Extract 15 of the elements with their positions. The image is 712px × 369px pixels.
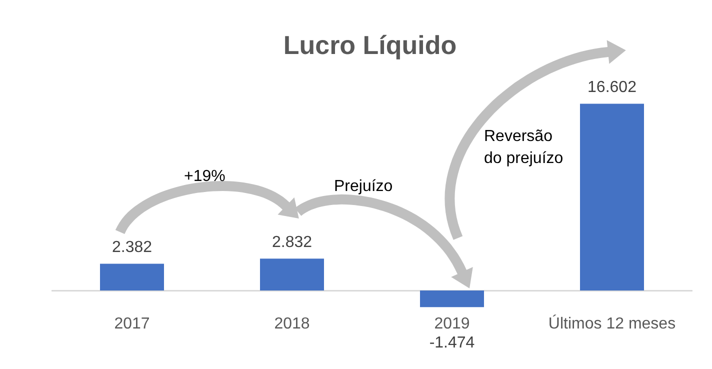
bar bbox=[420, 290, 484, 308]
annotation: +19% bbox=[184, 167, 226, 187]
data-label: 2.832 bbox=[272, 234, 312, 252]
bar bbox=[100, 264, 164, 290]
bar bbox=[260, 258, 324, 290]
x-tick-label: Últimos 12 meses bbox=[548, 314, 676, 333]
x-tick-label: 2019 bbox=[434, 316, 470, 333]
data-label: -1.474 bbox=[429, 334, 475, 352]
annotation: Reversão do prejuízo bbox=[484, 127, 564, 169]
x-tick-label: 2018 bbox=[274, 316, 310, 333]
annotation: Prejuízo bbox=[334, 177, 394, 197]
x-tick-label: 2017 bbox=[114, 316, 150, 333]
data-label: 2.382 bbox=[112, 239, 152, 256]
chart-title: Lucro Líquido bbox=[283, 30, 457, 61]
data-label: 16.602 bbox=[588, 79, 637, 96]
